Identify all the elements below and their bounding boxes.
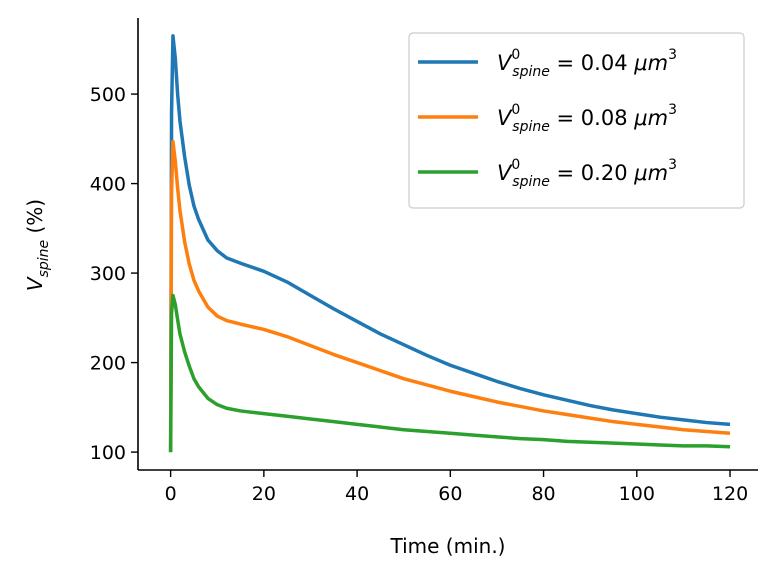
y-tick-label: 300 — [90, 263, 126, 285]
x-tick-label: 20 — [252, 483, 276, 505]
x-tick-label: 60 — [438, 483, 462, 505]
series-layer — [168, 34, 731, 453]
x-tick-label: 40 — [345, 483, 369, 505]
y-axis-label: Vspine (%) — [23, 199, 52, 291]
legend-frame — [408, 32, 745, 209]
x-axis-label: Time (min.) — [390, 534, 506, 558]
y-tick-label: 400 — [90, 174, 126, 196]
x-tick-label: 80 — [531, 483, 555, 505]
legend-label-1: V0 spine = 0.04 μm3 — [497, 47, 677, 80]
series-line-2 — [168, 139, 731, 453]
series-line-3 — [168, 293, 731, 453]
x-tick-label: 120 — [712, 483, 748, 505]
x-tick-label: 0 — [165, 483, 177, 505]
y-tick-label: 100 — [90, 442, 126, 464]
legend-label-2: V0 spine = 0.08 μm3 — [497, 102, 677, 135]
x-tick-label: 100 — [619, 483, 655, 505]
series-line-1 — [168, 34, 731, 453]
y-tick-label: 500 — [90, 84, 126, 106]
ticks-layer: 0 20 40 60 80 100 120 100 200 300 400 500 — [90, 84, 748, 505]
legend: V0 spine = 0.04 μm3 V0 spine = 0.08 μm3 V0 sp… — [408, 32, 745, 209]
y-tick-label: 200 — [90, 353, 126, 375]
legend-label-3: V0 spine = 0.20 μm3 — [497, 157, 677, 190]
axes-layer — [137, 18, 758, 471]
